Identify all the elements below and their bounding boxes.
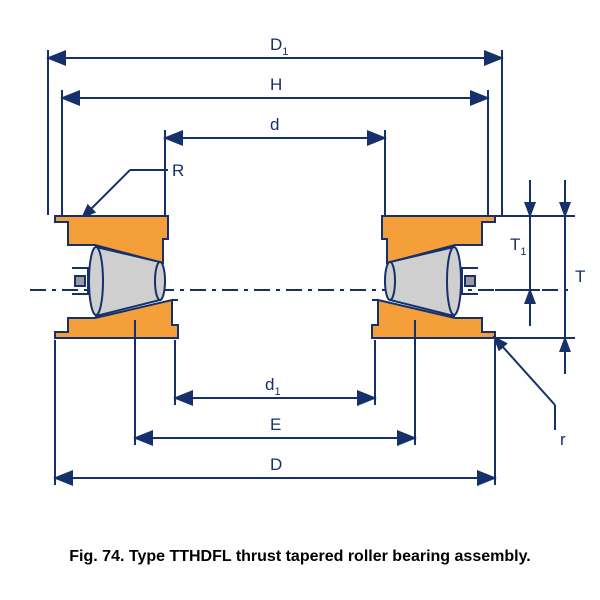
svg-text:T: T — [575, 267, 585, 286]
svg-text:r: r — [560, 430, 566, 449]
section-left — [55, 216, 178, 338]
svg-text:D1: D1 — [270, 35, 288, 58]
section-right — [372, 216, 495, 338]
svg-text:H: H — [270, 75, 282, 94]
diagram-canvas: D1 H d R T1 T r d1 E D — [0, 0, 600, 540]
svg-text:d1: d1 — [265, 375, 281, 398]
labels: D1 H d R T1 T r d1 E D — [172, 35, 585, 474]
figure-caption: Fig. 74. Type TTHDFL thrust tapered roll… — [0, 540, 600, 566]
svg-text:D: D — [270, 455, 282, 474]
svg-text:T1: T1 — [510, 235, 527, 258]
svg-text:d: d — [270, 115, 279, 134]
svg-text:E: E — [270, 415, 281, 434]
svg-text:R: R — [172, 161, 184, 180]
